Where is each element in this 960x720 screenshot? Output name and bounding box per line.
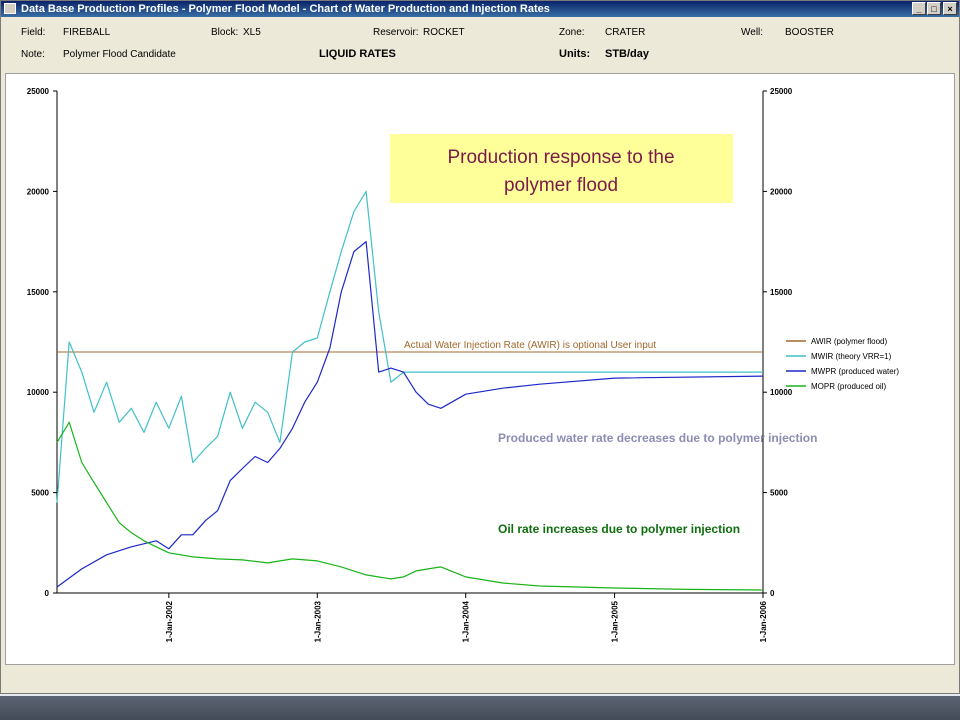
y-tick-label-left: 25000 [27,87,50,96]
y-tick-label-left: 5000 [31,489,49,498]
reservoir-value: ROCKET [423,27,465,38]
section-title: LIQUID RATES [319,48,396,60]
minimize-button[interactable]: _ [912,2,926,15]
y-tick-label-right: 0 [770,589,775,598]
note-value: Polymer Flood Candidate [63,49,176,60]
app-icon [4,3,16,14]
y-tick-label-right: 5000 [770,489,788,498]
well-value: BOOSTER [785,27,834,38]
oil-annotation: Oil rate increases due to polymer inject… [498,522,740,536]
field-value: FIREBALL [63,27,111,38]
y-tick-label-left: 10000 [27,388,50,397]
mwpr-line [56,241,764,588]
y-tick-label-left: 15000 [27,288,50,297]
awir-annotation: Actual Water Injection Rate (AWIR) is op… [404,340,656,351]
mopr-line [56,421,764,591]
well-label: Well: [741,27,764,38]
well-info-header: Field: FIREBALL Block: XL5 Reservoir: RO… [1,17,959,67]
reservoir-label: Reservoir: [373,27,419,38]
y-tick-label-right: 25000 [770,87,793,96]
application-window: Data Base Production Profiles - Polymer … [0,0,960,694]
y-tick-label-left: 20000 [27,187,50,196]
zone-value: CRATER [605,27,646,38]
legend-label: MWIR (theory VRR=1) [811,352,892,361]
chart-frame: 0 0 5000 5000 10000 10000 15000 15000 20000 20000… [5,73,955,665]
units-label: Units: [559,48,591,60]
block-value: XL5 [243,27,261,38]
callout-box [390,134,733,203]
title-bar: Data Base Production Profiles - Polymer … [1,1,959,17]
x-tick-label: 1-Jan-2003 [313,600,322,642]
callout-title-line-2: polymer flood [504,175,618,196]
field-label: Field: [21,27,46,38]
bottom-strip [0,694,960,720]
y-tick-label-right: 15000 [770,288,793,297]
legend-label: MWPR (produced water) [811,367,899,376]
x-tick-label: 1-Jan-2005 [611,600,620,642]
x-tick-label: 1-Jan-2002 [165,600,174,642]
x-tick-label: 1-Jan-2004 [462,600,471,642]
water-production-chart: 0 0 5000 5000 10000 10000 15000 15000 20000 20000… [27,87,900,642]
callout-title-line-1: Production response to the [447,147,674,168]
note-label: Note: [21,49,45,60]
x-tick-label: 1-Jan-2006 [759,600,768,642]
water-annotation: Produced water rate decreases due to pol… [498,431,817,445]
units-value: STB/day [605,48,650,60]
window-title: Data Base Production Profiles - Polymer … [21,3,550,15]
y-tick-label-right: 20000 [770,187,793,196]
mwir-line [56,190,763,503]
legend-label: AWIR (polymer flood) [811,337,888,346]
zone-label: Zone: [559,27,585,38]
close-button[interactable]: × [943,2,957,15]
y-tick-label-right: 10000 [770,388,793,397]
legend-label: MOPR (produced oil) [811,382,886,391]
maximize-button[interactable]: □ [927,2,941,15]
block-label: Block: [211,27,239,38]
y-tick-label-left: 0 [45,589,50,598]
